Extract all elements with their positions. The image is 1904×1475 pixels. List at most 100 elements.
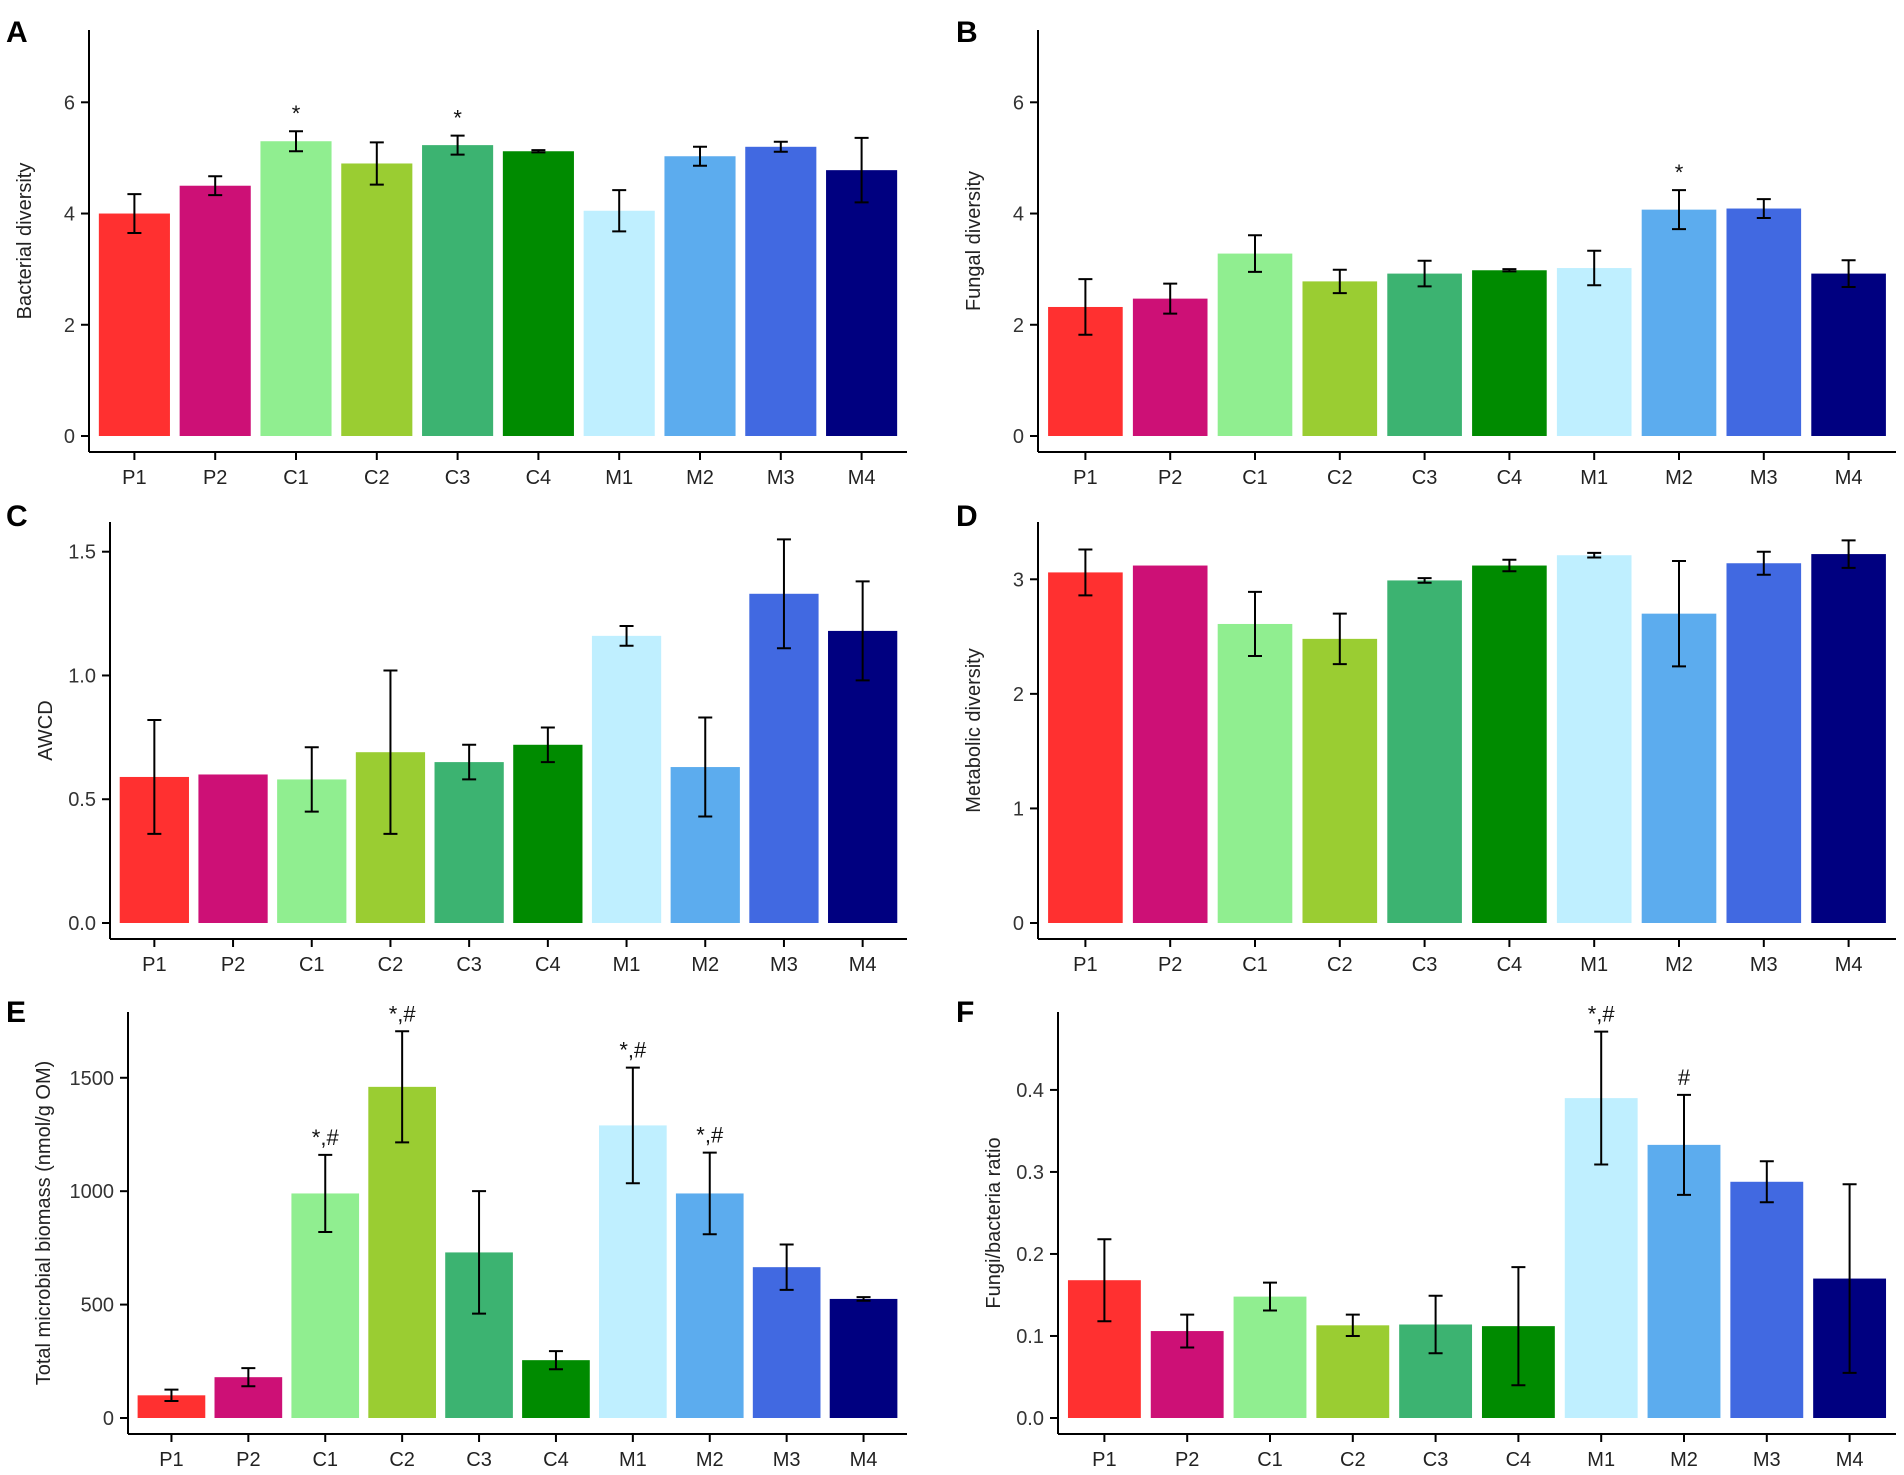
- bar-c1: [1233, 1296, 1307, 1418]
- x-tick-label: P1: [159, 1449, 183, 1471]
- error-bar-p2: [241, 1367, 256, 1388]
- x-tick-label: C4: [1497, 467, 1523, 489]
- x-tick-label: C1: [312, 1449, 338, 1471]
- error-bar-c3: [450, 134, 465, 156]
- panel-d: D 0 1 2 3 Metabolic diversity P1 P2 C1 C2 C3 C4 M1 M2…: [956, 500, 1896, 976]
- x-tick-label: C2: [378, 954, 404, 976]
- bar-c4: [1472, 270, 1547, 436]
- error-bar-c4: [1502, 268, 1517, 273]
- significance-label: *: [453, 106, 462, 131]
- error-bar-p2: [208, 175, 223, 197]
- y-axis-title: Fungal diversity: [963, 171, 985, 311]
- error-bar-c1: [304, 746, 319, 813]
- y-axis-title: Metabolic diversity: [963, 648, 985, 813]
- error-bar-m2: [693, 145, 707, 167]
- significance-label: *,#: [1588, 1002, 1616, 1027]
- y-tick-label: 0: [64, 426, 75, 448]
- bar-p2: [1132, 298, 1208, 436]
- x-tick-label: M4: [849, 954, 877, 976]
- y-tick-label: 2: [64, 315, 75, 337]
- error-bar-m4: [1841, 539, 1856, 569]
- x-tick-label: P2: [1158, 467, 1182, 489]
- x-tick-label: C3: [466, 1449, 492, 1471]
- error-bar-p2: [1163, 282, 1178, 315]
- error-bar-m3: [1756, 198, 1771, 219]
- y-tick-label: 0.0: [68, 913, 96, 935]
- y-axis-title: Bacterial diversity: [14, 163, 36, 320]
- bar-c2: [341, 163, 413, 437]
- x-tick-label: C3: [1412, 954, 1438, 976]
- significance-label: *: [292, 101, 301, 126]
- bar-m4: [826, 170, 898, 436]
- error-bar-m1: [1594, 1030, 1609, 1166]
- x-tick-label: C2: [1327, 954, 1353, 976]
- error-bar-m3: [1759, 1160, 1774, 1204]
- bar-c1: [1217, 253, 1293, 436]
- x-tick-label: M4: [1836, 1449, 1864, 1471]
- x-tick-label: C3: [445, 467, 471, 489]
- bar-c3: [422, 145, 494, 436]
- x-tick-label: M3: [767, 467, 795, 489]
- y-tick-label: 6: [1013, 92, 1024, 114]
- x-tick-label: P2: [203, 467, 227, 489]
- x-tick-label: C2: [1327, 467, 1353, 489]
- error-bar-m2: [1672, 559, 1686, 668]
- x-tick-label: C4: [526, 467, 552, 489]
- bar-p1: [1048, 572, 1123, 923]
- error-bar-p1: [164, 1388, 179, 1402]
- error-bar-p1: [127, 193, 142, 234]
- bar-m1: [591, 635, 662, 923]
- error-bar-c3: [462, 743, 477, 781]
- x-tick-label: M3: [1750, 467, 1778, 489]
- significance-label: *,#: [696, 1123, 724, 1148]
- x-tick-label: C1: [1257, 1449, 1283, 1471]
- y-tick-label: 1.0: [68, 665, 96, 687]
- bar-m2: [664, 156, 736, 436]
- x-tick-label: P2: [1158, 954, 1182, 976]
- bar-m3: [1730, 1181, 1804, 1418]
- bar-p2: [198, 774, 268, 923]
- error-bar-c4: [548, 1350, 563, 1371]
- y-tick-label: 1.5: [68, 542, 96, 564]
- error-bar-p2: [1180, 1313, 1195, 1349]
- x-tick-label: C2: [389, 1449, 415, 1471]
- significance-label: #: [1678, 1065, 1691, 1090]
- bar-c3: [434, 762, 504, 923]
- bar-c3: [1387, 273, 1462, 436]
- error-bar-m2: [1672, 189, 1686, 231]
- bar-p2: [179, 185, 251, 436]
- y-tick-label: 4: [64, 204, 75, 226]
- error-bar-m4: [855, 580, 870, 682]
- error-bar-m3: [773, 140, 788, 153]
- bar-c4: [502, 151, 574, 436]
- error-bar-m3: [1756, 550, 1771, 576]
- error-bar-m1: [1587, 551, 1602, 559]
- panel-label: A: [6, 16, 28, 49]
- error-bar-m2: [698, 716, 713, 818]
- error-bar-c1: [318, 1153, 333, 1234]
- error-bar-p1: [1078, 278, 1093, 336]
- y-axis-title: Fungi/bacteria ratio: [983, 1137, 1005, 1308]
- x-tick-label: M1: [1580, 954, 1608, 976]
- error-bar-c1: [1263, 1281, 1277, 1312]
- panel-label: B: [956, 16, 978, 49]
- error-bar-c2: [1345, 1313, 1360, 1337]
- x-tick-label: C1: [1242, 467, 1268, 489]
- bar-c2: [1302, 638, 1378, 923]
- x-tick-label: M3: [770, 954, 798, 976]
- y-tick-label: 0.4: [1016, 1080, 1044, 1102]
- error-bar-m3: [779, 1243, 794, 1291]
- x-tick-label: C2: [364, 467, 390, 489]
- error-bar-c4: [531, 149, 546, 154]
- y-tick-label: 0.0: [1016, 1408, 1044, 1430]
- error-bar-c2: [369, 141, 384, 186]
- error-bar-p1: [147, 719, 162, 835]
- y-tick-label: 4: [1013, 204, 1024, 226]
- x-tick-label: C4: [1497, 954, 1523, 976]
- bar-c2: [1316, 1325, 1390, 1418]
- x-tick-label: M2: [696, 1449, 724, 1471]
- error-bar-p1: [1097, 1238, 1112, 1323]
- error-bar-c1: [1248, 590, 1262, 658]
- bar-m3: [1726, 563, 1802, 923]
- y-tick-label: 3: [1013, 569, 1024, 591]
